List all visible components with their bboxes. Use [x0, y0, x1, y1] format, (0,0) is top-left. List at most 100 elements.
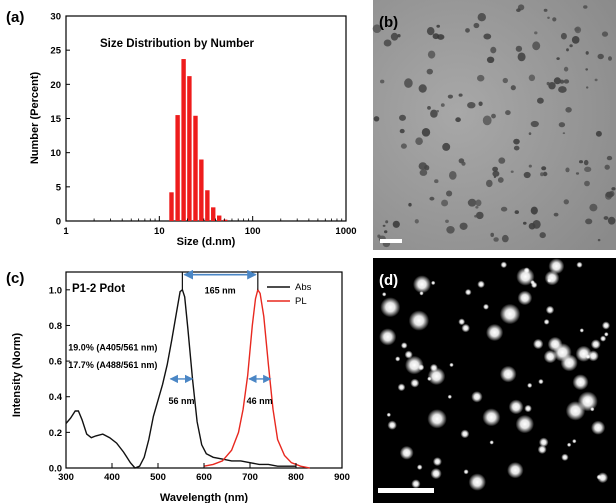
- nanoparticle: [611, 187, 616, 191]
- x-tick-label: 1000: [335, 226, 356, 237]
- nanoparticle: [523, 171, 531, 179]
- nanoparticle: [556, 57, 560, 60]
- nanoparticle: [404, 78, 413, 88]
- nanoparticle: [510, 170, 514, 173]
- nanoparticle: [566, 48, 569, 52]
- fluorescent-spot: [538, 437, 549, 448]
- nanoparticle: [552, 17, 557, 22]
- fluorescent-spot: [489, 440, 494, 445]
- fluorescent-spot: [463, 469, 469, 475]
- fluorescent-spot: [590, 339, 601, 350]
- fluorescent-spots: [379, 258, 611, 491]
- nanoparticle: [553, 212, 559, 217]
- nanoparticle: [447, 94, 453, 99]
- fluorescent-spot: [561, 453, 569, 461]
- nanoparticle: [597, 53, 604, 60]
- fluorescent-spot: [538, 378, 544, 385]
- nanoparticle: [594, 78, 598, 82]
- y-tick-label: 0.0: [49, 464, 62, 475]
- nanoparticle: [574, 26, 582, 34]
- histogram-bar: [181, 59, 186, 221]
- y-tick-label: 0.4: [49, 392, 63, 403]
- nanoparticle: [449, 171, 457, 180]
- histogram-bar: [223, 219, 228, 221]
- fluorescent-spot: [566, 442, 572, 447]
- nanoparticle: [436, 24, 441, 28]
- nanoparticle: [498, 157, 506, 164]
- nanoparticle: [383, 39, 392, 47]
- scale-bar-b: [380, 239, 402, 243]
- nanoparticle: [583, 159, 589, 166]
- nanoparticle: [415, 137, 423, 145]
- nanoparticle: [459, 222, 468, 230]
- sample-label: P1-2 Pdot: [72, 283, 125, 295]
- fluorescent-spot: [601, 321, 611, 330]
- nanoparticle: [583, 5, 588, 9]
- nanoparticle: [528, 164, 532, 168]
- x-axis-ticks-c: 300 400 500 600 700 800 900: [58, 463, 350, 483]
- fluorescent-spot: [382, 292, 387, 297]
- fluorescent-spot: [572, 374, 589, 391]
- x-tick-label: 900: [334, 472, 350, 483]
- nanoparticle: [475, 199, 482, 207]
- fluorescent-spot: [585, 354, 591, 360]
- nanoparticle: [548, 82, 556, 90]
- nanoparticle: [585, 218, 593, 225]
- nanoparticle: [562, 132, 566, 135]
- y-tick-label: 15: [50, 114, 61, 125]
- fluorescent-spot: [579, 328, 584, 333]
- nanoparticle: [418, 162, 427, 171]
- nanoparticle: [558, 86, 567, 93]
- nanoparticle: [490, 46, 497, 54]
- fluorescent-spot: [560, 354, 578, 372]
- y-axis-ticks-c: 0.0 0.2 0.4 0.6 0.8 1.0: [49, 285, 70, 475]
- nanoparticle: [490, 232, 495, 237]
- histogram-bar: [169, 192, 174, 221]
- nanoparticle: [528, 74, 536, 82]
- nanoparticle: [399, 128, 405, 134]
- x-tick-label: 400: [104, 472, 120, 483]
- nanoparticles: [372, 4, 616, 248]
- nanoparticle: [575, 172, 580, 175]
- nanoparticle: [571, 36, 580, 44]
- fluorescent-spot: [530, 280, 535, 285]
- nanoparticle: [584, 166, 592, 172]
- nanoparticle: [486, 56, 495, 63]
- fluorescent-spot: [458, 318, 466, 326]
- pl-fwhm-label: 46 nm: [247, 396, 273, 406]
- tem-background: [373, 0, 616, 250]
- nanoparticle: [400, 143, 407, 149]
- nanoparticle: [537, 97, 544, 104]
- nanoparticle: [565, 167, 570, 173]
- nanoparticle: [382, 224, 386, 227]
- nanoparticle: [419, 169, 428, 176]
- y-tick-label: 0: [56, 217, 61, 228]
- nanoparticle: [372, 24, 382, 33]
- nanoparticle: [563, 79, 570, 84]
- legend: Abs PL: [267, 282, 312, 307]
- nanoparticle: [563, 66, 569, 72]
- fluorescent-spot: [410, 378, 420, 388]
- y-axis-label-a: Number (Percent): [29, 72, 41, 165]
- legend-label-pl: PL: [295, 296, 307, 307]
- legend-label-abs: Abs: [295, 282, 312, 293]
- fluorescent-spot: [411, 479, 421, 489]
- fluorescent-spot: [604, 332, 609, 337]
- nanoparticle: [563, 199, 569, 205]
- nanoparticle: [585, 68, 588, 71]
- nanoparticle: [605, 191, 614, 198]
- fluorescent-spot: [507, 462, 524, 479]
- nanoparticle: [500, 206, 508, 212]
- nanoparticle: [514, 210, 519, 215]
- nanoparticle: [434, 179, 439, 184]
- nanoparticle: [483, 33, 492, 40]
- nanoparticle: [493, 237, 499, 242]
- fluorescent-spot: [477, 280, 485, 289]
- fluorescent-spot: [405, 355, 424, 375]
- fluorescent-spot: [408, 310, 430, 331]
- histogram-bar: [175, 115, 180, 221]
- y-tick-label: 5: [56, 182, 62, 193]
- nanoparticle: [597, 238, 601, 242]
- fluorescent-spot: [591, 420, 606, 435]
- histogram-bar: [187, 76, 192, 221]
